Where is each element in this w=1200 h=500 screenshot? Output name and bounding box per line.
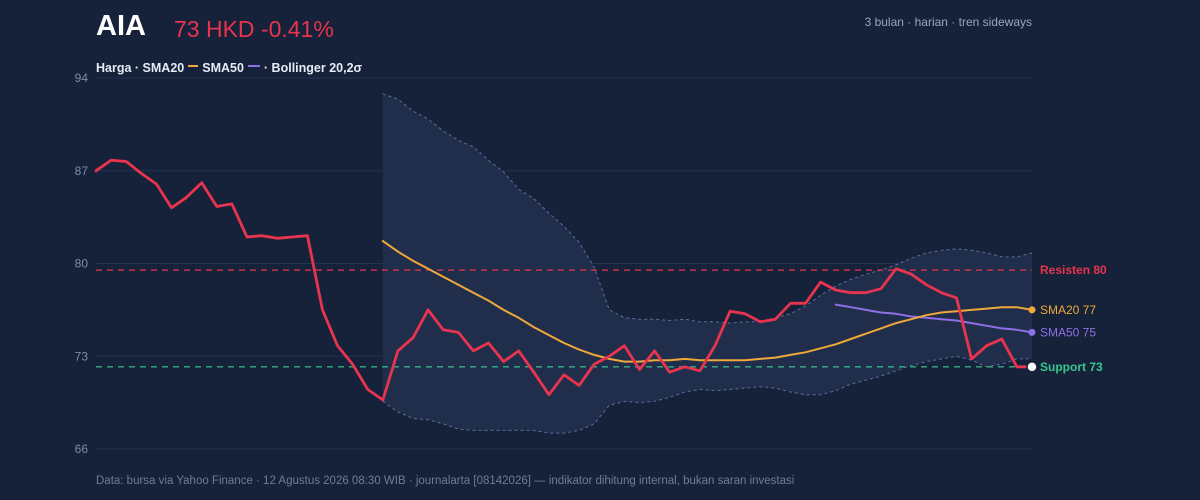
price-quote: 73 HKD -0.41% (174, 16, 334, 42)
bollinger-lower-line (382, 355, 1032, 434)
y-tick-label: 94 (75, 71, 89, 85)
legend-sma50-swatch (247, 65, 260, 67)
bollinger-upper-line (382, 93, 1033, 324)
hline-label: Support 73 (1040, 360, 1103, 374)
legend-sma50: SMA50 (202, 61, 244, 75)
end-marker (1028, 306, 1036, 314)
legend-sma20-swatch (188, 65, 199, 67)
y-tick-label: 80 (75, 257, 89, 271)
end-label: SMA20 77 (1040, 303, 1096, 317)
y-tick-label: 73 (75, 349, 89, 363)
legend-bollinger: · Bollinger 20,2σ (263, 61, 363, 75)
y-tick-label: 66 (75, 442, 89, 456)
legend-price-sma20: Harga · SMA20 (96, 61, 185, 75)
hline-label: Resisten 80 (1040, 263, 1107, 277)
price-line (94, 158, 1034, 402)
end-label: SMA50 75 (1040, 325, 1096, 339)
y-tick-label: 87 (75, 164, 89, 178)
chart-subtitle: 3 bulan · harian · tren sideways (864, 15, 1032, 29)
bollinger-band-fill (382, 93, 1032, 434)
sma50-line (834, 303, 1033, 334)
ticker-symbol: AIA (96, 10, 146, 42)
last-price-marker (1026, 361, 1038, 373)
source-footer: Data: bursa via Yahoo Finance · 12 Agust… (96, 475, 795, 487)
end-marker (1028, 328, 1036, 336)
chart-legend: Harga · SMA20 SMA50 · Bollinger 20,2σ (96, 61, 362, 75)
